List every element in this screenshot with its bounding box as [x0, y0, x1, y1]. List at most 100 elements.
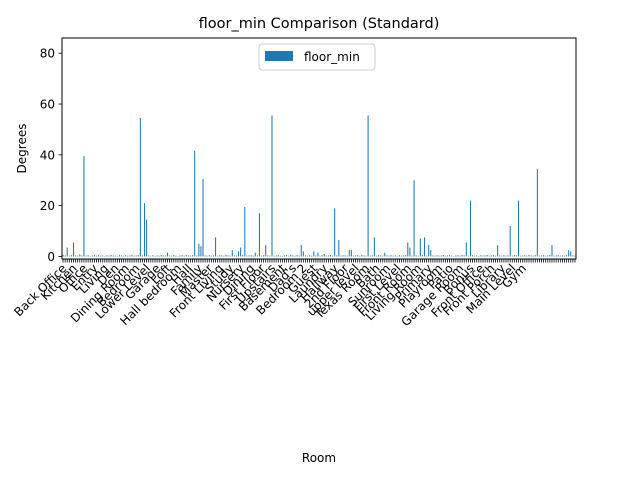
bar [87, 255, 89, 257]
legend-label: floor_min [304, 50, 360, 64]
bar [110, 254, 112, 257]
bar [486, 254, 488, 257]
bar [566, 255, 568, 257]
bar [160, 254, 162, 257]
bar [258, 213, 260, 257]
bar [284, 255, 286, 257]
bar [465, 242, 467, 257]
bar [309, 255, 311, 257]
bar [317, 252, 319, 257]
bar [505, 255, 507, 257]
bar [91, 255, 93, 257]
bar [185, 254, 187, 257]
bar [432, 255, 434, 257]
plot-frame [61, 37, 577, 260]
bar [114, 255, 116, 257]
bar [166, 252, 169, 257]
bar [574, 255, 576, 257]
bar [118, 255, 120, 257]
bar [210, 255, 212, 257]
bar [100, 255, 102, 257]
bar [137, 255, 139, 257]
bar [123, 255, 125, 257]
bar [127, 255, 129, 257]
bar [238, 251, 240, 257]
bar [292, 255, 294, 257]
bar [334, 208, 336, 257]
bars-layer [62, 115, 576, 257]
bar [340, 255, 342, 257]
bar [233, 255, 235, 257]
bar [363, 255, 365, 257]
bar [146, 219, 148, 257]
y-tick-label: 40 [40, 148, 55, 162]
bar [455, 255, 457, 257]
bar [235, 255, 237, 257]
bar [263, 255, 265, 257]
bar [541, 255, 543, 257]
bar [357, 255, 359, 257]
bar [313, 251, 315, 257]
bar [472, 255, 474, 257]
bar [171, 255, 173, 257]
bar [135, 255, 137, 257]
bar [488, 255, 490, 257]
bar [106, 255, 108, 257]
bar [95, 255, 97, 257]
bar [342, 255, 344, 257]
bar [169, 255, 171, 257]
bar [382, 255, 384, 257]
bar [93, 254, 95, 257]
bar [246, 255, 248, 257]
bar [419, 238, 421, 257]
bar [551, 245, 553, 257]
bar [415, 255, 417, 257]
bar [129, 255, 131, 257]
bar [497, 245, 499, 257]
bar [229, 255, 231, 257]
bar [273, 255, 275, 257]
bar [413, 180, 415, 257]
bar [561, 255, 563, 257]
bar [407, 242, 409, 257]
bar [438, 255, 440, 257]
bar [319, 255, 321, 257]
bar [371, 255, 373, 257]
bar [530, 255, 532, 257]
bar [183, 255, 185, 257]
bar [511, 255, 513, 257]
bar [68, 255, 70, 257]
bar [401, 255, 403, 257]
bar [553, 255, 555, 257]
bar [440, 255, 442, 257]
bar [175, 255, 177, 257]
bar [509, 225, 511, 257]
bar [152, 255, 154, 257]
bar [290, 254, 292, 257]
bar [286, 255, 288, 257]
bar [520, 255, 522, 257]
bar [83, 156, 85, 257]
bar [436, 255, 438, 257]
bar [217, 255, 219, 257]
bar [179, 255, 181, 257]
bar [380, 255, 382, 257]
bar [306, 255, 309, 257]
bar [212, 255, 214, 257]
bar [231, 250, 233, 257]
bar [405, 255, 407, 257]
bar [346, 255, 348, 257]
bar [296, 255, 298, 257]
bar [442, 254, 444, 257]
bar [225, 254, 227, 257]
bar [369, 255, 371, 257]
bar [196, 255, 198, 257]
bar [423, 237, 426, 257]
bar [398, 255, 400, 257]
bar [434, 255, 436, 257]
bar [344, 255, 346, 257]
bar [189, 255, 192, 257]
bar [409, 247, 411, 257]
bar [570, 251, 572, 257]
bar [507, 255, 509, 257]
